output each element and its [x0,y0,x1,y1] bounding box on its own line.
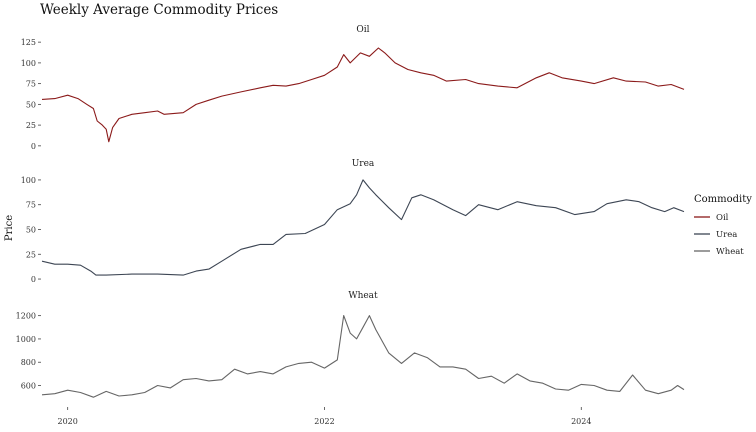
chart-title: Weekly Average Commodity Prices [40,2,278,18]
y-tick-label: 50 [26,100,36,109]
y-tick-label: 1000 [16,335,36,344]
y-tick-label: 0 [31,275,36,284]
y-tick-label: 75 [26,201,36,210]
series-line-oil [41,47,685,143]
facet-oil: Oil 0 25 50 75 100 125 [21,25,685,151]
facet-wheat: Wheat 600 800 1000 1200 [16,291,685,398]
series-line-wheat [41,315,685,398]
y-tick-label: 100 [21,176,36,185]
y-tick-label: 600 [21,382,36,391]
legend-title: Commodity [694,194,752,205]
y-tick-label: 25 [26,250,36,259]
facet-panels: Oil 0 25 50 75 100 125 Urea 0 25 50 75 100 Wheat 600 80… [16,25,685,398]
y-tick-label: 50 [26,225,36,234]
y-tick-label: 800 [21,358,36,367]
facet-label-urea: Urea [352,159,375,169]
y-tick-label: 1200 [16,312,36,321]
facet-label-wheat: Wheat [348,291,378,301]
facet-urea: Urea 0 25 50 75 100 [21,159,685,284]
legend-label-urea: Urea [716,230,737,240]
y-tick-label: 100 [21,59,36,68]
x-tick-label: 2022 [314,417,334,426]
x-tick-label: 2024 [571,417,591,426]
x-axis: 2020 2022 2024 [58,407,591,426]
legend-label-oil: Oil [716,213,729,223]
series-line-urea [41,179,685,276]
y-tick-label: 75 [26,80,36,89]
y-tick-label: 0 [31,142,36,151]
y-tick-label: 125 [21,38,36,47]
y-axis-label: Price [4,215,15,241]
legend: Commodity Oil Urea Wheat [694,194,752,257]
facet-label-oil: Oil [356,25,369,35]
x-tick-label: 2020 [58,417,78,426]
y-tick-label: 25 [26,121,36,130]
legend-label-wheat: Wheat [716,247,744,257]
